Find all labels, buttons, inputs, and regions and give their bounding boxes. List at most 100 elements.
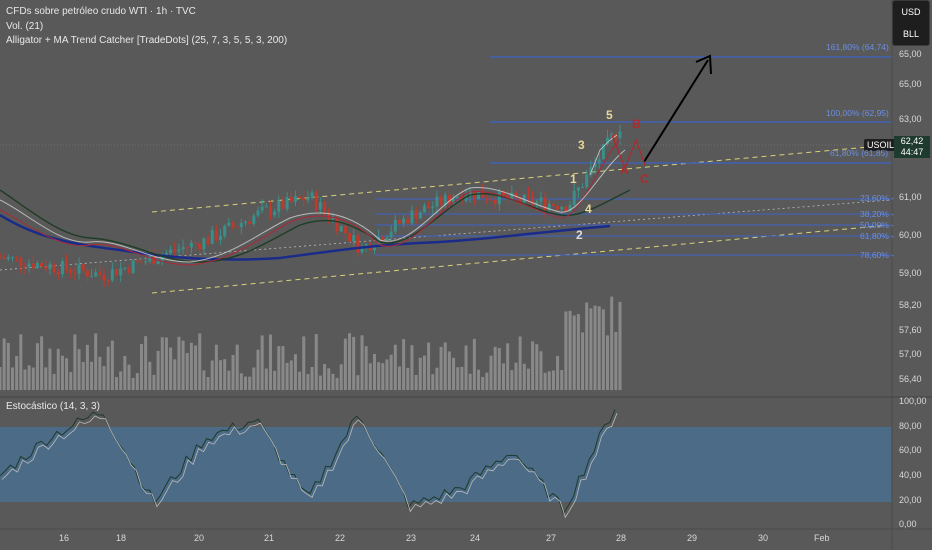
volume-bar xyxy=(481,376,485,390)
candle-body xyxy=(173,249,177,252)
candle-body xyxy=(227,222,231,226)
currency-selector[interactable]: USD BLL xyxy=(892,0,930,46)
candle-body xyxy=(164,253,168,256)
currency-label[interactable]: USD xyxy=(901,7,921,17)
candle-body xyxy=(244,221,248,224)
stoch-d-line xyxy=(1,413,618,519)
candle-body xyxy=(435,196,439,207)
stochastic-legend[interactable]: Estocástico (14, 3, 3) xyxy=(6,401,100,412)
candle-body xyxy=(56,272,60,275)
volume-bar xyxy=(144,336,148,390)
unit-label[interactable]: BLL xyxy=(902,29,919,39)
candle-body xyxy=(597,159,601,163)
volume-legend[interactable]: Vol. (21) xyxy=(6,21,44,32)
volume-bar xyxy=(477,369,481,390)
price-tick: 63,00 xyxy=(899,114,922,124)
candle-body xyxy=(414,210,418,219)
volume-bar xyxy=(435,367,439,390)
volume-bar xyxy=(123,356,127,390)
volume-bar xyxy=(273,370,277,390)
volume-bar xyxy=(356,375,360,390)
chart-title[interactable]: CFDs sobre petróleo crudo WTI · 1h · TVC xyxy=(6,6,196,17)
candle-body xyxy=(539,197,543,202)
volume-bar xyxy=(210,360,214,390)
volume-bar xyxy=(560,370,564,390)
volume-bar xyxy=(160,337,164,390)
volume-bar xyxy=(169,347,173,390)
candle-body xyxy=(15,257,19,259)
volume-bar xyxy=(318,375,322,390)
fib-label: 23,60% - xyxy=(860,193,895,203)
volume-bar xyxy=(164,337,168,390)
indicator-legend[interactable]: Alligator + MA Trend Catcher [TradeDots]… xyxy=(6,35,288,46)
candle-body xyxy=(576,187,580,191)
volume-bar xyxy=(518,336,522,390)
volume-bar xyxy=(472,338,476,390)
volume-bar xyxy=(606,335,610,390)
volume-bar xyxy=(244,376,248,390)
volume-bar xyxy=(119,371,123,390)
fib-label: 38,20% - xyxy=(860,209,895,219)
volume-bar xyxy=(393,344,397,390)
volume-bar xyxy=(256,349,260,390)
volume-bar xyxy=(372,354,376,390)
price-value: 62,42 xyxy=(900,136,924,146)
candle-body xyxy=(69,269,73,273)
volume-bar xyxy=(389,354,393,390)
volume-bar xyxy=(452,357,456,390)
volume-bar xyxy=(31,367,35,390)
volume-bar xyxy=(310,367,314,390)
trendline-dotted xyxy=(0,199,891,271)
candle-body xyxy=(264,206,268,208)
candle-body xyxy=(310,192,314,198)
fib-label: 50,00% - xyxy=(860,220,895,230)
candle-body xyxy=(40,263,44,267)
volume-bar xyxy=(510,370,514,390)
candle-body xyxy=(560,206,564,210)
candle-body xyxy=(256,210,260,216)
candle-body xyxy=(277,200,281,212)
volume-bar xyxy=(551,370,555,390)
volume-bar xyxy=(231,355,235,390)
volume-bar xyxy=(81,361,85,390)
volume-bar xyxy=(368,363,372,390)
candle-body xyxy=(339,226,343,232)
candle-body xyxy=(531,196,535,205)
volume-bar xyxy=(40,336,44,390)
volume-bar xyxy=(248,376,252,390)
candle-body xyxy=(477,191,481,200)
candle-body xyxy=(2,257,6,259)
volume-bar xyxy=(94,333,98,390)
candle-body xyxy=(127,267,131,273)
volume-bar xyxy=(139,343,143,390)
candle-body xyxy=(202,238,206,250)
candle-body xyxy=(102,274,106,281)
stoch-band xyxy=(0,427,892,502)
candle-body xyxy=(439,196,443,206)
candle-body xyxy=(231,222,235,227)
candle-body xyxy=(443,194,447,206)
volume-bar xyxy=(281,346,285,390)
volume-bar xyxy=(493,346,497,390)
volume-bar xyxy=(35,343,39,390)
volume-bar xyxy=(268,334,272,390)
alligator-red xyxy=(0,139,621,266)
candle-body xyxy=(393,219,397,232)
volume-bar xyxy=(506,343,510,390)
volume-bar xyxy=(293,354,297,390)
candle-body xyxy=(27,263,31,268)
volume-bar xyxy=(501,363,505,390)
candle-body xyxy=(152,255,156,265)
volume-bar xyxy=(348,333,352,390)
candle-body xyxy=(239,223,243,228)
candle-body xyxy=(94,272,98,277)
volume-bar xyxy=(410,345,414,390)
price-tick: 61,00 xyxy=(899,192,922,202)
candle-body xyxy=(139,261,143,263)
candle-body xyxy=(518,197,522,203)
candle-body xyxy=(206,238,210,244)
candle-body xyxy=(169,249,173,254)
candle-body xyxy=(181,247,185,250)
fib-label: 78,60% - xyxy=(860,250,895,260)
